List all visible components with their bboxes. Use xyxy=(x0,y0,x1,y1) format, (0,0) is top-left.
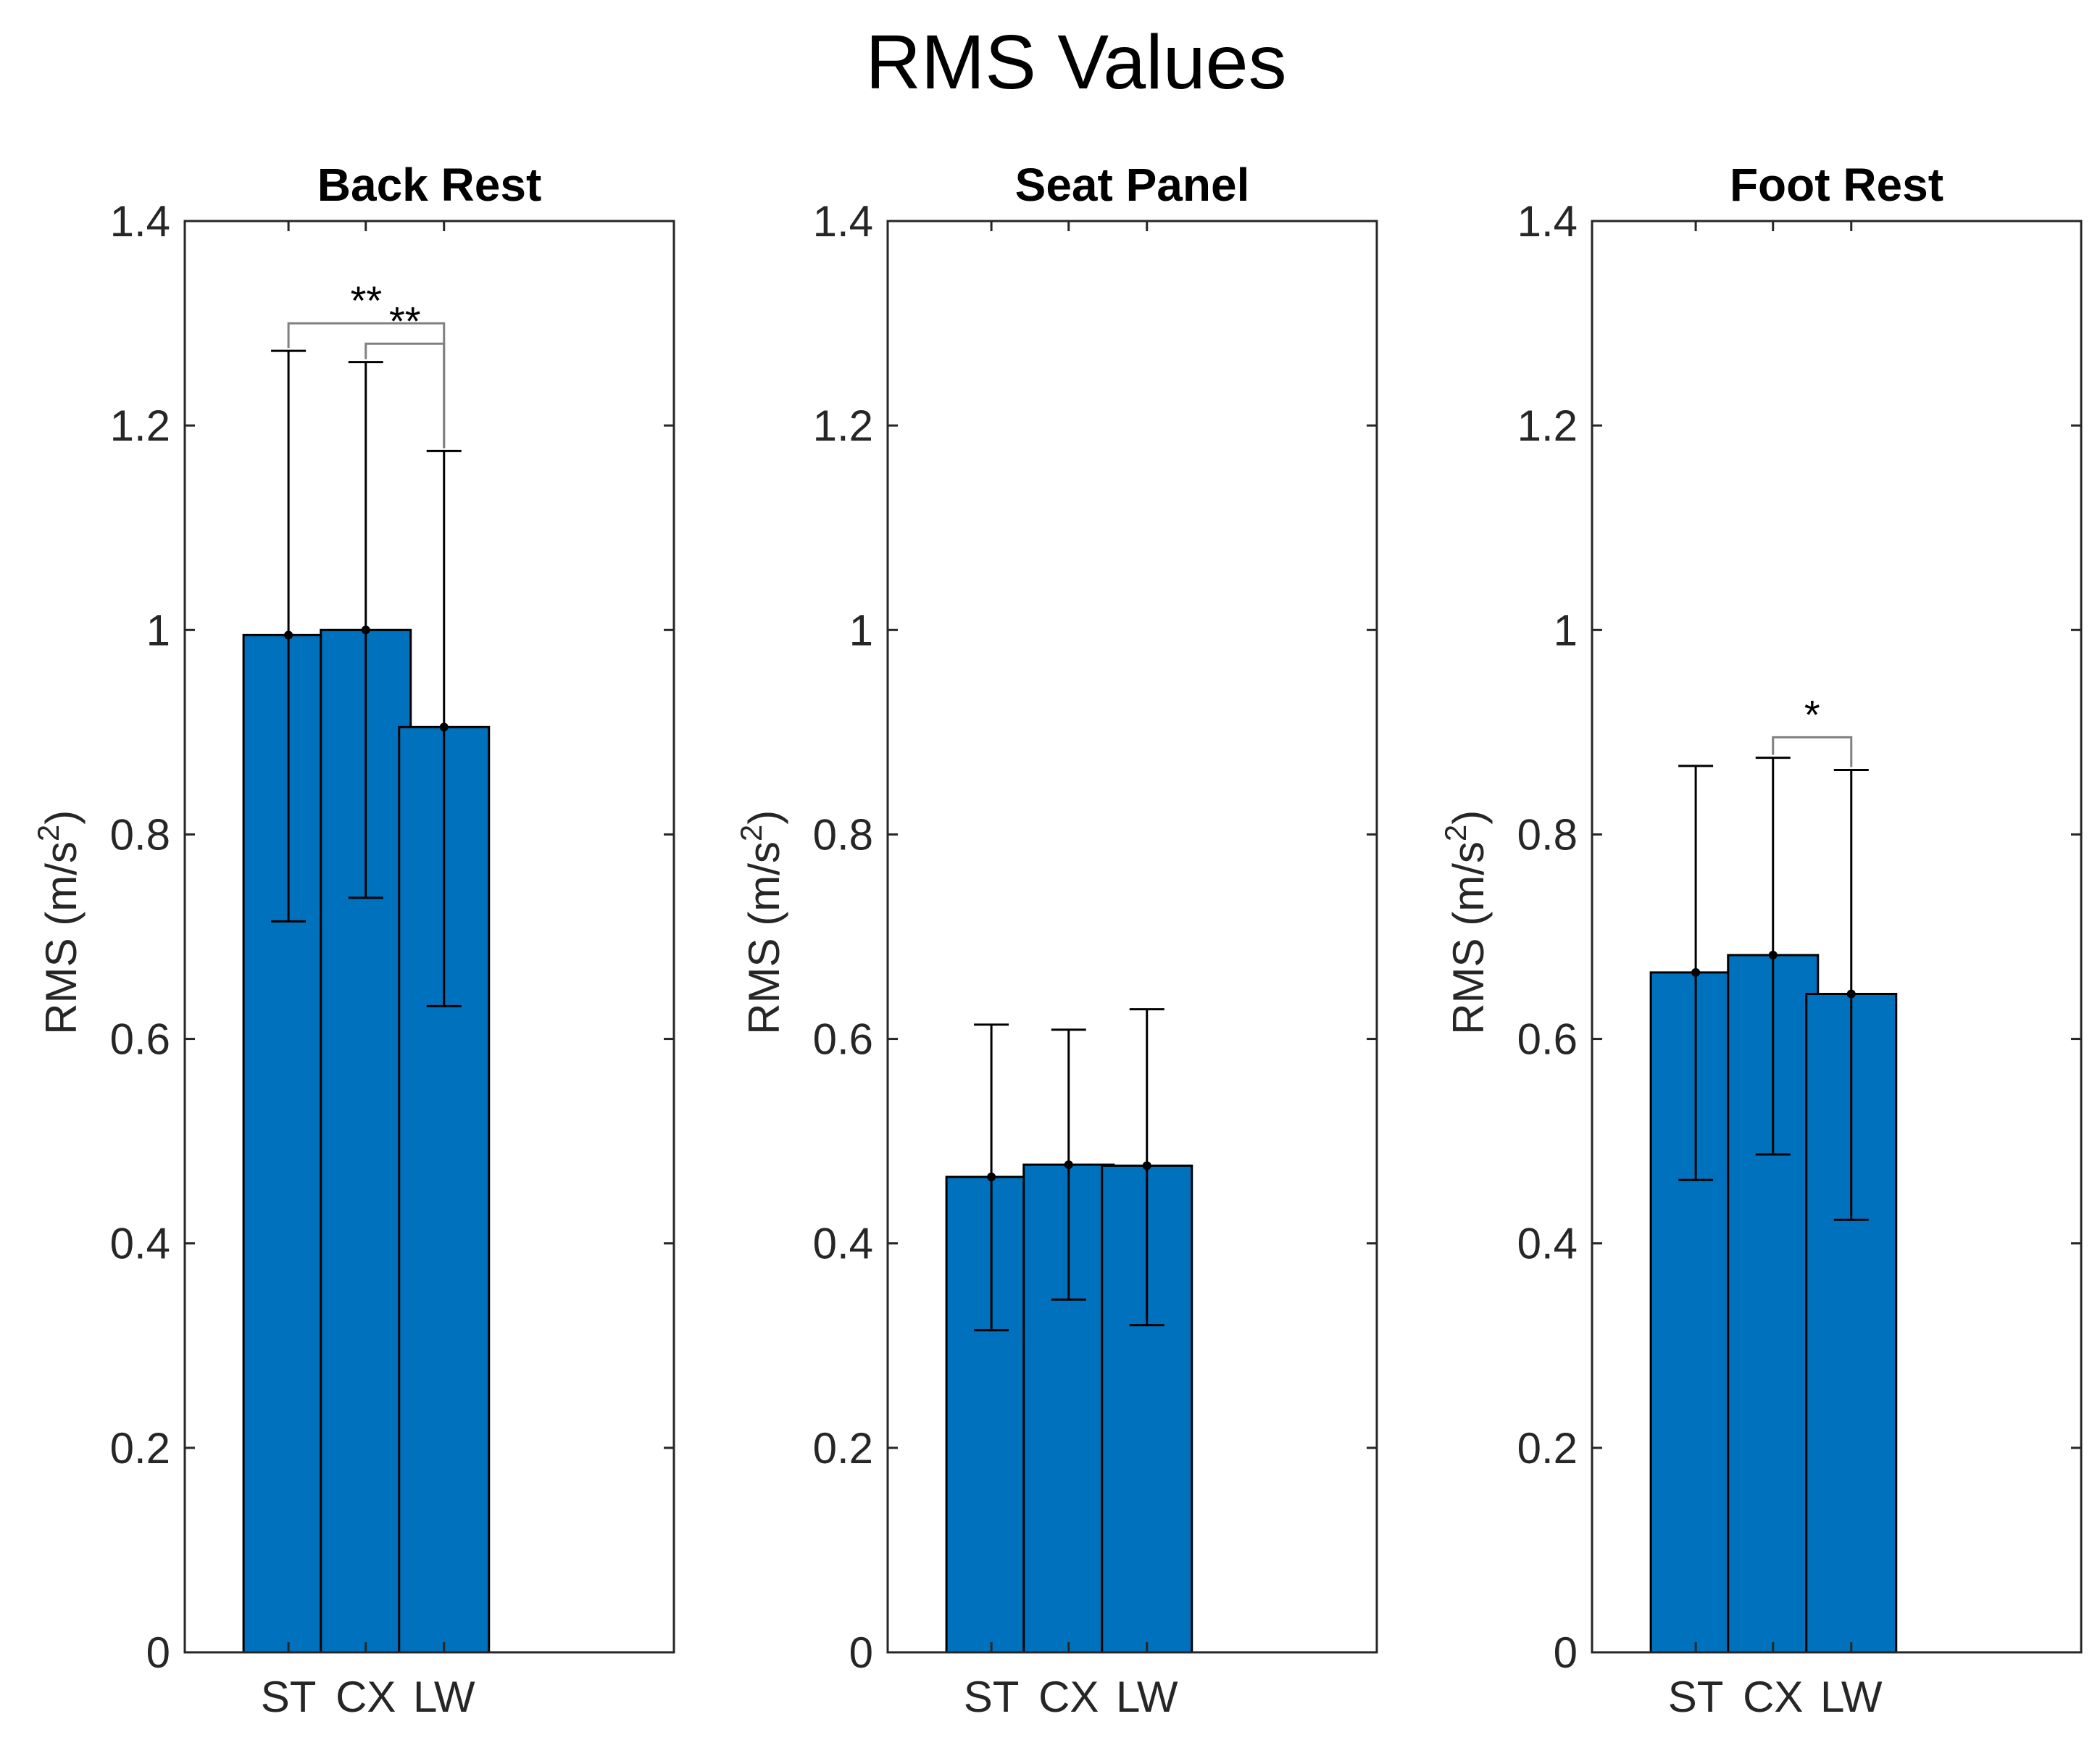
panel-title: Seat Panel xyxy=(1015,159,1250,211)
mean-marker xyxy=(1064,1160,1073,1170)
y-tick-label: 1.4 xyxy=(813,197,873,246)
significance-label: * xyxy=(1804,691,1820,737)
y-tick-label: 1 xyxy=(849,606,873,654)
x-tick-label-lw: LW xyxy=(413,1673,475,1721)
y-tick-label: 0 xyxy=(1554,1628,1578,1677)
y-tick-label: 0.2 xyxy=(110,1424,170,1473)
y-tick-label: 0.4 xyxy=(813,1220,873,1268)
y-axis-label: RMS (m/s2) xyxy=(31,810,86,1035)
y-tick-label: 0.6 xyxy=(813,1015,873,1064)
significance-bracket xyxy=(364,342,446,449)
y-tick-label: 1.2 xyxy=(813,401,873,450)
panel-title: Foot Rest xyxy=(1730,159,1943,211)
x-tick-label-lw: LW xyxy=(1116,1673,1178,1721)
y-axis-label: RMS (m/s2) xyxy=(1438,810,1493,1035)
axes-box xyxy=(1591,220,2083,1654)
mean-marker xyxy=(439,723,449,732)
significance-bracket xyxy=(1772,736,1853,767)
y-tick-label: 0.4 xyxy=(110,1220,170,1268)
mean-marker xyxy=(1691,967,1701,977)
panel-foot-rest: Foot Rest 0 0.2 0.4 0.6 0.8 1 1.2 1.4 RMS (m/s2) S… xyxy=(1438,159,2083,1721)
y-tick-label: 1.2 xyxy=(110,401,170,450)
y-tick-label: 1.4 xyxy=(110,197,170,246)
y-tick-label: 1.2 xyxy=(1517,401,1578,450)
y-tick-label: 1 xyxy=(1554,606,1578,654)
x-tick-label-st: ST xyxy=(1668,1673,1724,1721)
y-tick-label: 0 xyxy=(146,1628,170,1677)
mean-marker xyxy=(1846,989,1856,999)
mean-marker xyxy=(1768,950,1778,960)
y-tick-label: 1 xyxy=(146,606,170,654)
y-tick-label: 0.4 xyxy=(1517,1220,1578,1268)
mean-marker xyxy=(1142,1161,1151,1170)
y-tick-label: 0.6 xyxy=(1517,1015,1578,1064)
axes-box xyxy=(886,220,1378,1654)
significance-label: ** xyxy=(351,278,383,323)
significance-label: ** xyxy=(389,298,421,344)
panel-seat-panel: Seat Panel 0 0.2 0.4 0.6 0.8 1 1.2 1.4 RMS (m/s2)… xyxy=(734,159,1378,1721)
x-tick-label-cx: CX xyxy=(1743,1673,1803,1721)
figure-title: RMS Values xyxy=(865,20,1286,105)
y-tick-label: 0 xyxy=(849,1628,873,1677)
x-tick-label-cx: CX xyxy=(336,1673,396,1721)
y-tick-label: 0.8 xyxy=(813,810,873,859)
mean-marker xyxy=(987,1173,996,1182)
panel-back-rest: Back Rest 0 0.2 0.4 0.6 0.8 1 1.2 1.4 RMS (m/s2) S… xyxy=(31,159,675,1721)
y-tick-label: 0.6 xyxy=(110,1015,170,1064)
mean-marker xyxy=(284,630,293,640)
y-tick-label: 0.2 xyxy=(1517,1424,1578,1473)
x-tick-label-cx: CX xyxy=(1038,1673,1099,1721)
y-tick-label: 0.2 xyxy=(813,1424,873,1473)
panel-title: Back Rest xyxy=(317,159,542,211)
mean-marker xyxy=(361,625,370,635)
y-tick-label: 1.4 xyxy=(1517,197,1578,246)
y-tick-label: 0.8 xyxy=(110,810,170,859)
y-tick-label: 0.8 xyxy=(1517,810,1578,859)
y-axis-label: RMS (m/s2) xyxy=(734,810,788,1035)
x-tick-label-lw: LW xyxy=(1820,1673,1883,1721)
axes-box xyxy=(183,220,675,1654)
x-tick-label-st: ST xyxy=(261,1673,317,1721)
x-tick-label-st: ST xyxy=(964,1673,1020,1721)
